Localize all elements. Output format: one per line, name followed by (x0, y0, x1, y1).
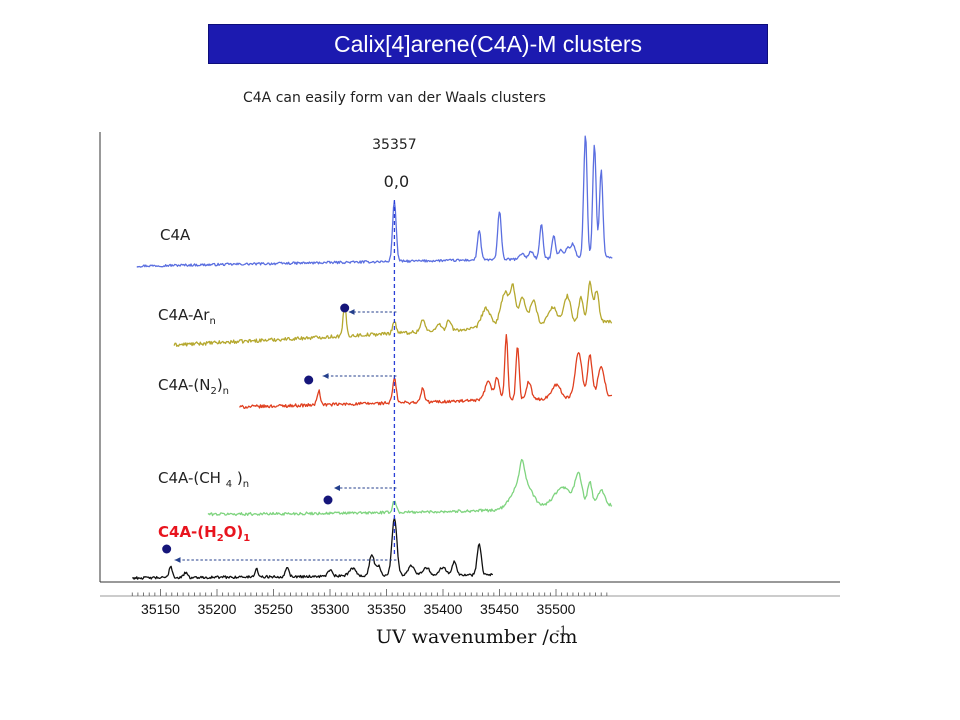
series-line-1 (173, 280, 613, 347)
shift-dot (340, 303, 350, 313)
slide-title: Calix[4]arene(C4A)-M clusters (208, 24, 768, 64)
x-tick-label: 35250 (254, 601, 293, 617)
x-tick-label: 35500 (537, 601, 576, 617)
series-line-0 (136, 135, 613, 268)
x-axis-title: UV wavenumber /cm (376, 626, 577, 648)
x-tick-label: 35150 (141, 601, 180, 617)
x-axis-title-superscript: -1 (556, 624, 567, 637)
shift-markers: 35357 0,0 (162, 137, 417, 563)
shift-dot (323, 495, 333, 505)
spectrum-traces (132, 135, 613, 580)
shift-dot (304, 375, 314, 385)
x-tick-label: 35400 (424, 601, 463, 617)
series-label: C4A-(CH 4 )n (158, 469, 249, 490)
series-label: C4A-Arn (158, 306, 216, 327)
series-labels: C4A C4A-Arn C4A-(N2)n C4A-(CH 4 )n C4A-(H2O)… (158, 226, 250, 544)
x-tick-label: 35350 (367, 601, 406, 617)
x-tick-label: 35300 (311, 601, 350, 617)
origin-band-label: 0,0 (384, 172, 409, 191)
slide-subtitle: C4A can easily form van der Waals cluste… (243, 90, 546, 106)
shift-dot (162, 544, 172, 554)
x-tick-label: 35200 (198, 601, 237, 617)
origin-value-label: 35357 (372, 137, 417, 153)
series-line-4 (132, 517, 493, 580)
series-line-2 (239, 333, 613, 409)
series-label: C4A-(N2)n (158, 376, 229, 397)
chart-axes: 35150 35200 35250 35300 35350 35400 35450 35500… (99, 132, 840, 648)
series-line-3 (207, 458, 613, 517)
series-label: C4A (160, 226, 191, 244)
x-tick-label: 35450 (480, 601, 519, 617)
series-label: C4A-(H2O)1 (158, 523, 250, 544)
